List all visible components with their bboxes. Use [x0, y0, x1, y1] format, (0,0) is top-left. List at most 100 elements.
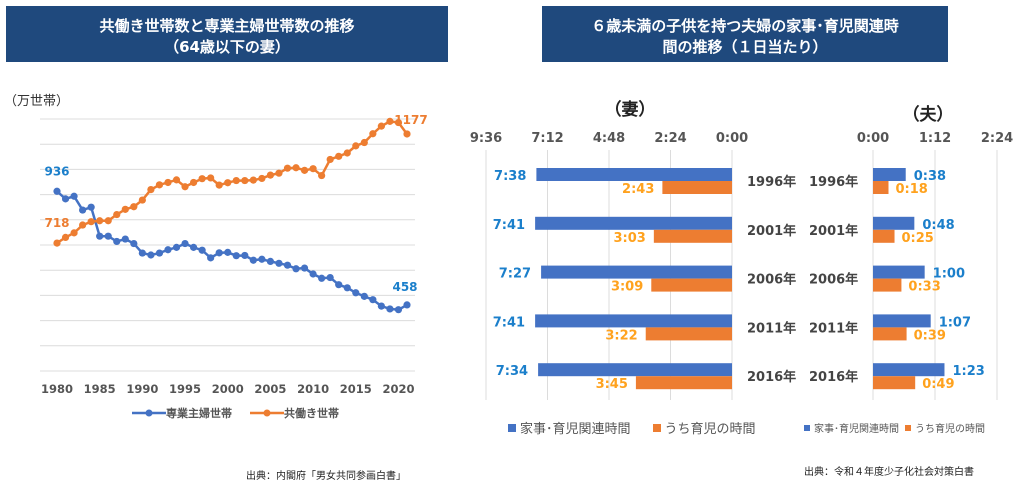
- legend-line-blue-icon: [132, 409, 166, 417]
- bar-label-husband-childcare: 0:49: [922, 377, 954, 392]
- data-point: [121, 205, 129, 213]
- data-point: [147, 186, 155, 194]
- bar-wife-childcare: [651, 278, 732, 292]
- data-point: [96, 232, 104, 240]
- data-point: [164, 178, 172, 187]
- category-label-wife: 2016年: [747, 369, 796, 385]
- left-source-note: 出典：内閣府「男女共同参画白書」: [246, 471, 406, 482]
- data-point: [352, 142, 360, 150]
- legend-label-childcare: うち育児の時間: [664, 422, 756, 437]
- bar-husband-total: [873, 265, 925, 279]
- data-point: [215, 249, 223, 257]
- data-point: [309, 165, 317, 173]
- data-point: [275, 259, 283, 267]
- data-point: [53, 239, 61, 247]
- data-point: [343, 284, 351, 292]
- bar-husband-childcare: [873, 376, 916, 390]
- bar-label-husband-childcare: 0:25: [902, 231, 934, 246]
- bar-label-wife-childcare: 3:22: [605, 328, 637, 343]
- data-point: [147, 251, 155, 259]
- data-point: [300, 264, 309, 272]
- data-point: [113, 210, 121, 219]
- data-point: [104, 217, 112, 225]
- data-point: [403, 301, 411, 309]
- data-point: [198, 175, 206, 183]
- bar-wife-childcare: [662, 181, 732, 194]
- x-tick-label: 0:00: [857, 131, 889, 146]
- legend-square-orange-icon: [652, 423, 661, 432]
- category-label-husband: 2001年: [809, 223, 858, 239]
- data-point: [113, 237, 121, 246]
- data-point: [138, 249, 146, 257]
- data-point: [87, 203, 95, 211]
- data-point: [249, 176, 257, 184]
- data-point: [343, 149, 351, 157]
- x-tick-label: 2005: [254, 382, 286, 396]
- bar-husband-childcare: [873, 327, 907, 341]
- series-line-1: [56, 120, 409, 245]
- data-point: [189, 178, 198, 187]
- line-chart: 1980 1985 1990 1995 2000 2005 2010 2015 2020 936…: [40, 113, 428, 396]
- bar-label-wife-total: 7:38: [494, 169, 526, 184]
- data-point: [53, 187, 61, 195]
- data-point: [394, 306, 403, 314]
- data-point: [266, 171, 275, 179]
- x-tick-label: 2020: [382, 382, 414, 396]
- x-tick-label: 2000: [212, 382, 244, 396]
- data-point: [275, 169, 283, 177]
- data-point: [232, 176, 240, 185]
- data-point: [386, 117, 394, 125]
- bar-label-wife-total: 7:41: [493, 218, 525, 233]
- bar-label-wife-childcare: 3:03: [614, 231, 646, 246]
- y-axis-unit-label: （万世帯）: [4, 94, 70, 109]
- bar-husband-childcare: [873, 181, 889, 194]
- bar-label-husband-childcare: 0:33: [908, 280, 940, 295]
- left-title-line2: （64歳以下の妻）: [164, 38, 290, 56]
- data-point: [283, 164, 292, 172]
- data-point: [61, 195, 70, 203]
- data-point: [232, 252, 240, 260]
- data-point: [121, 235, 129, 243]
- bar-label-husband-total: 0:48: [922, 218, 954, 233]
- data-point: [181, 183, 189, 191]
- bar-wife-total: [535, 314, 732, 328]
- category-label-husband: 1996年: [809, 174, 858, 190]
- bar-husband-total: [873, 216, 915, 230]
- data-point: [369, 296, 377, 304]
- data-point: [130, 203, 138, 211]
- data-point: [189, 243, 198, 251]
- wife-chart-legend: 家事･育児関連時間 うち育児の時間: [508, 418, 756, 437]
- category-label-wife: 2006年: [747, 272, 796, 288]
- left-title-line1: 共働き世帯数と専業主婦世帯数の推移: [99, 17, 355, 35]
- data-point: [300, 166, 309, 174]
- category-label-husband: 2011年: [809, 320, 858, 336]
- data-point: [96, 217, 104, 225]
- husband-chart-title: （夫）: [903, 104, 954, 125]
- x-tick-label: 0:00: [716, 131, 748, 146]
- data-point: [318, 171, 326, 180]
- data-point: [181, 239, 189, 248]
- x-tick-label: 1985: [84, 382, 116, 396]
- legend-square-orange-icon: [905, 424, 911, 431]
- data-point: [155, 181, 164, 189]
- bar-wife-childcare: [635, 376, 732, 390]
- bar-label-husband-childcare: 0:39: [914, 328, 946, 343]
- data-point: [104, 232, 112, 240]
- data-point: [241, 251, 249, 260]
- data-point: [172, 243, 181, 251]
- category-label-wife: 2011年: [747, 320, 796, 336]
- bar-label-husband-total: 1:00: [933, 267, 965, 282]
- bar-wife-childcare: [653, 229, 732, 243]
- legend-label-housewife: 専業主婦世帯: [166, 407, 232, 420]
- x-tick-label: 2:24: [654, 131, 686, 146]
- right-title-line1: ６歳未満の子供を持つ夫婦の家事･育児関連時: [591, 17, 899, 35]
- data-point: [61, 233, 70, 241]
- x-tick-label: 1990: [126, 382, 158, 396]
- data-point: [138, 196, 146, 204]
- data-point: [224, 179, 232, 187]
- data-point: [207, 254, 215, 262]
- category-label-wife: 1996年: [747, 174, 796, 190]
- bar-husband-childcare: [873, 278, 902, 292]
- data-point: [258, 255, 266, 263]
- bar-wife-total: [536, 168, 732, 181]
